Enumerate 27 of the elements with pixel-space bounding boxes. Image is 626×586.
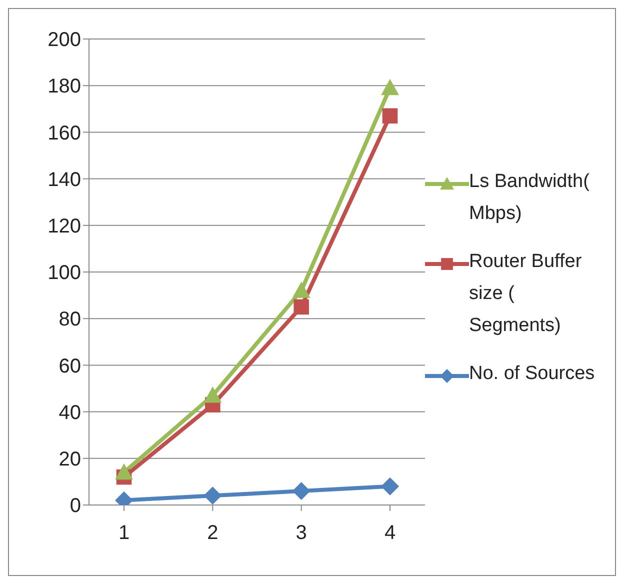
point xyxy=(382,108,398,124)
point xyxy=(115,463,133,480)
y-tick-label: 40 xyxy=(58,402,81,424)
point xyxy=(204,386,222,403)
x-tick-label: 3 xyxy=(296,522,307,544)
point xyxy=(381,78,399,96)
y-tick-label: 120 xyxy=(48,216,81,238)
point xyxy=(292,282,310,298)
y-tick-label: 180 xyxy=(48,76,81,98)
y-tick-label: 140 xyxy=(48,168,81,191)
y-tick-label: 20 xyxy=(58,448,81,470)
point xyxy=(381,477,399,496)
legend-label: Ls Bandwidth( Mbps) xyxy=(469,170,590,226)
y-tick-label: 160 xyxy=(48,122,81,144)
y-tick-label: 80 xyxy=(58,308,81,331)
y-tick-label: 0 xyxy=(70,495,81,518)
point xyxy=(292,482,310,500)
point xyxy=(204,486,222,505)
legend-label: Router Buffer size ( Segments) xyxy=(469,250,583,338)
x-tick-label: 4 xyxy=(384,522,396,544)
x-tick-label: 2 xyxy=(207,522,218,544)
point xyxy=(294,299,309,315)
x-tick-label: 1 xyxy=(118,522,130,544)
y-tick-label: 100 xyxy=(48,262,81,284)
y-tick-label: 60 xyxy=(58,355,81,378)
y-tick-label: 200 xyxy=(48,29,81,52)
legend-label: No. of Sources xyxy=(469,362,595,386)
